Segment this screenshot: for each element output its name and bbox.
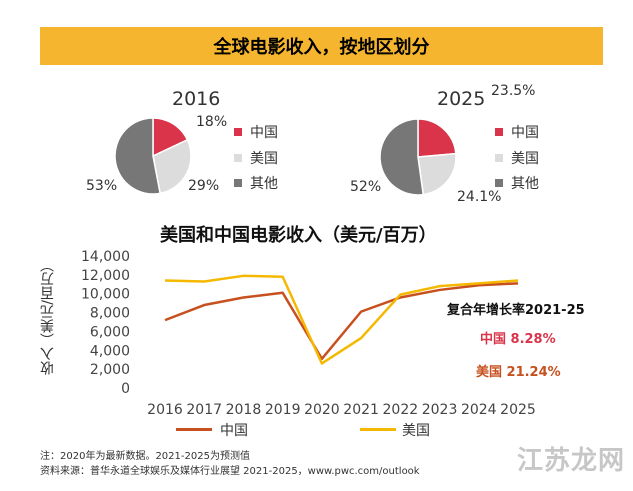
legend2-swatch-usa — [495, 154, 503, 162]
legend-swatch-other — [234, 179, 242, 187]
pie-2025-slice-1 — [417, 152, 457, 196]
line-legend-label-usa: 美国 — [402, 423, 430, 439]
pie-2016-label-usa: 29% — [188, 178, 220, 194]
pie-2025-label-other: 52% — [350, 179, 382, 195]
y-tick-label: 4,000 — [90, 343, 130, 359]
source-note: 资料来源：普华永道全球娱乐及媒体行业展望 2021-2025，www.pwc.c… — [40, 466, 420, 477]
pie-2016-title: 2016 — [172, 88, 221, 110]
legend-label-china: 中国 — [250, 125, 278, 141]
line-chart: 02,0004,0006,0008,00010,00012,00014,000 … — [81, 249, 536, 418]
x-tick-label: 2022 — [383, 402, 419, 418]
pie-2016-slice-0 — [152, 117, 189, 158]
pie-legend-usa: 美国 — [234, 148, 278, 168]
cagr-title: 复合年增长率2021-25 — [447, 303, 585, 318]
pie-2016-slice-1 — [152, 138, 192, 195]
x-tick-label: 2019 — [265, 402, 301, 418]
pie-2016-label-other: 53% — [86, 178, 118, 194]
y-tick-label: 14,000 — [81, 249, 130, 265]
footnote: 注：2020年为最新数据。2021-2025为预测值 — [40, 451, 250, 462]
y-tick-label: 6,000 — [90, 324, 130, 340]
legend2-swatch-other — [495, 179, 503, 187]
pie2-legend-other: 其他 — [495, 173, 539, 193]
watermark: 江苏龙网 — [516, 446, 625, 476]
legend2-label-other: 其他 — [511, 176, 539, 192]
x-tick-label: 2021 — [343, 402, 379, 418]
pie-2016 — [114, 117, 192, 195]
y-tick-label: 12,000 — [81, 268, 130, 284]
banner-title: 全球电影收入，按地区划分 — [213, 37, 430, 58]
line-chart-title: 美国和中国电影收入（美元/百万） — [160, 225, 437, 246]
pie-legend-other: 其他 — [234, 173, 278, 193]
y-tick-label: 8,000 — [90, 306, 130, 322]
pie2-legend-china: 中国 — [495, 122, 539, 142]
chart-banner: 全球电影收入，按地区划分 — [40, 27, 603, 65]
cagr-china: 中国 8.28% — [480, 332, 556, 347]
x-tick-label: 2017 — [186, 402, 222, 418]
legend-label-other: 其他 — [250, 176, 278, 192]
legend-label-usa: 美国 — [250, 151, 278, 167]
y-tick-label: 2,000 — [90, 362, 130, 378]
legend2-label-china: 中国 — [511, 125, 539, 141]
pie-2025-slice-0 — [417, 118, 457, 158]
pie-2025-label-usa: 24.1% — [457, 189, 502, 205]
x-tick-label: 2023 — [422, 402, 458, 418]
pie2-legend-usa: 美国 — [495, 148, 539, 168]
y-tick-label: 10,000 — [81, 287, 130, 303]
legend-swatch-usa — [234, 154, 242, 162]
x-tick-label: 2020 — [304, 402, 340, 418]
legend2-label-usa: 美国 — [511, 151, 539, 167]
legend2-swatch-china — [495, 128, 503, 136]
x-tick-label: 2025 — [500, 402, 536, 418]
pie-2025 — [379, 118, 457, 196]
cagr-usa: 美国 21.24% — [476, 365, 561, 380]
pie-2025-label-china: 23.5% — [491, 83, 536, 99]
series-line-usa — [164, 274, 519, 365]
pie-2016-label-china: 18% — [196, 114, 228, 130]
x-tick-label: 2024 — [461, 402, 497, 418]
pie-2025-slice-2 — [379, 118, 425, 196]
pie-2025-title: 2025 — [437, 88, 486, 110]
pie-2016-slice-2 — [114, 117, 161, 195]
series-line-china — [164, 282, 519, 361]
y-tick-label: 0 — [121, 381, 130, 397]
line-legend-swatch-china — [176, 428, 212, 431]
line-legend-swatch-usa — [360, 428, 396, 431]
x-tick-label: 2016 — [147, 402, 183, 418]
legend-swatch-china — [234, 128, 242, 136]
pie-legend-china: 中国 — [234, 122, 278, 142]
x-tick-label: 2018 — [226, 402, 262, 418]
line-legend-label-china: 中国 — [220, 423, 248, 439]
